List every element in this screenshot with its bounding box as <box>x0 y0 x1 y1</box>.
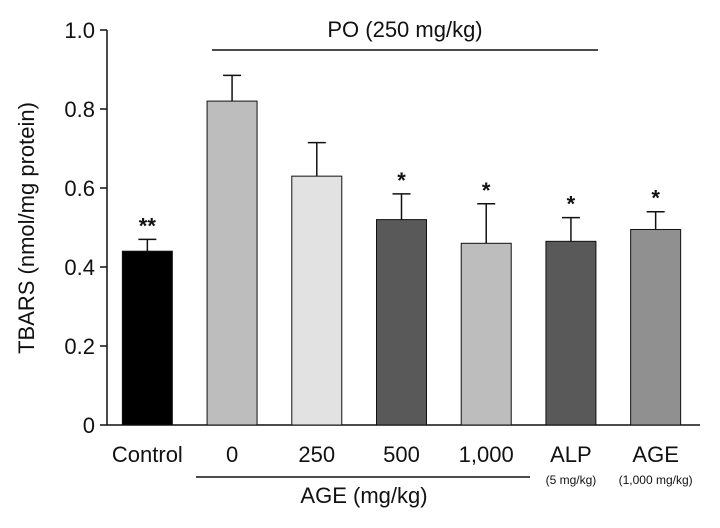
x-tick-sublabel: (1,000 mg/kg) <box>619 473 693 487</box>
age-group-label: AGE (mg/kg) <box>300 483 427 508</box>
x-tick-sublabel: (5 mg/kg) <box>546 473 597 487</box>
significance-marker: * <box>651 186 660 211</box>
y-tick-label: 1.0 <box>64 18 95 43</box>
bar-2 <box>291 175 343 426</box>
group-annotations: PO (250 mg/kg) AGE (mg/kg) <box>196 17 598 508</box>
y-axis-label: TBARS (nmol/mg protein) <box>14 102 39 354</box>
bar-1 <box>206 100 258 426</box>
significance-marker: * <box>567 192 576 217</box>
significance-marker: ** <box>139 213 157 238</box>
y-tick-label: 0.8 <box>64 97 95 122</box>
x-tick-label: 250 <box>298 442 335 467</box>
y-tick-label: 0.4 <box>64 255 95 280</box>
bar-0 <box>121 250 173 426</box>
bar-4 <box>460 242 512 426</box>
bars: *** ** * <box>121 74 682 426</box>
x-tick-label: 500 <box>383 442 420 467</box>
bar-6 <box>630 228 682 426</box>
bar-3 <box>376 219 427 426</box>
y-tick-label: 0.2 <box>64 334 95 359</box>
x-tick-label: 0 <box>226 442 238 467</box>
y-axis: 0 0.2 0.4 0.6 0.8 1.0 <box>64 18 700 438</box>
x-tick-label: AGE <box>632 442 678 467</box>
x-tick-label: ALP <box>550 442 592 467</box>
bar-5 <box>545 240 597 426</box>
x-tick-label: 1,000 <box>459 442 514 467</box>
significance-marker: * <box>482 178 491 203</box>
y-tick-label: 0 <box>83 413 95 438</box>
x-axis-labels: Control 0 250 500 1,000 ALP (5 mg/kg) AGE (1,000… <box>112 442 693 487</box>
po-group-label: PO (250 mg/kg) <box>327 17 482 42</box>
x-tick-label: Control <box>112 442 183 467</box>
significance-marker: * <box>397 168 406 193</box>
y-tick-label: 0.6 <box>64 176 95 201</box>
